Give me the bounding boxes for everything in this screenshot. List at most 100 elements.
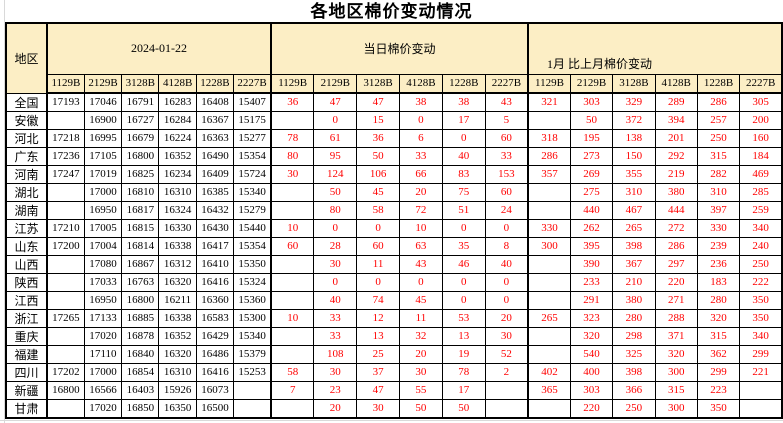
region-cell[interactable]: 河南 (5, 164, 48, 184)
price-cell[interactable]: 17236 (45, 146, 85, 166)
price-cell[interactable] (270, 272, 315, 292)
price-cell[interactable]: 61 (313, 128, 358, 148)
grade-header-4128B[interactable]: 4128B (654, 73, 698, 94)
price-cell[interactable] (527, 344, 571, 364)
grade-header-1228B[interactable]: 1228B (696, 73, 741, 94)
region-cell[interactable]: 重庆 (5, 326, 48, 346)
price-cell[interactable]: 16320 (158, 344, 197, 364)
price-cell[interactable]: 63 (399, 236, 443, 256)
price-cell[interactable]: 350 (696, 398, 741, 418)
price-cell[interactable]: 372 (612, 110, 656, 130)
price-cell[interactable]: 540 (569, 344, 614, 364)
price-cell[interactable]: 0 (399, 272, 443, 292)
price-cell[interactable]: 16073 (195, 380, 235, 400)
price-cell[interactable]: 371 (654, 326, 698, 346)
price-cell[interactable]: 184 (739, 146, 783, 166)
price-cell[interactable]: 20 (399, 344, 443, 364)
price-cell[interactable]: 17004 (83, 236, 123, 256)
price-cell[interactable]: 16367 (195, 110, 235, 130)
price-cell[interactable]: 315 (696, 146, 741, 166)
price-cell[interactable]: 50 (399, 398, 443, 418)
price-cell[interactable]: 286 (654, 236, 698, 256)
region-cell[interactable]: 湖北 (5, 182, 48, 202)
price-cell[interactable]: 275 (569, 182, 614, 202)
price-cell[interactable]: 195 (569, 128, 614, 148)
price-cell[interactable] (484, 380, 529, 400)
price-cell[interactable]: 25 (356, 344, 401, 364)
price-cell[interactable]: 43 (399, 254, 443, 274)
price-cell[interactable]: 80 (270, 146, 315, 166)
price-cell[interactable]: 17020 (83, 326, 123, 346)
price-cell[interactable] (527, 290, 571, 310)
price-cell[interactable]: 15340 (233, 326, 272, 346)
price-cell[interactable]: 15324 (233, 272, 272, 292)
price-cell[interactable]: 45 (356, 182, 401, 202)
price-cell[interactable]: 43 (484, 92, 529, 112)
price-cell[interactable]: 16727 (121, 110, 160, 130)
price-cell[interactable]: 239 (696, 236, 741, 256)
price-cell[interactable]: 298 (612, 326, 656, 346)
price-cell[interactable] (527, 272, 571, 292)
grade-header-1228B[interactable]: 1228B (441, 73, 486, 94)
price-cell[interactable]: 60 (484, 128, 529, 148)
price-cell[interactable]: 282 (696, 164, 741, 184)
price-cell[interactable]: 10 (399, 218, 443, 238)
price-cell[interactable] (270, 290, 315, 310)
price-cell[interactable]: 355 (612, 164, 656, 184)
grade-header-2129B[interactable]: 2129B (83, 73, 123, 94)
region-cell[interactable]: 山东 (5, 236, 48, 256)
price-cell[interactable]: 60 (270, 236, 315, 256)
price-cell[interactable]: 19 (441, 344, 486, 364)
price-cell[interactable]: 78 (270, 128, 315, 148)
price-cell[interactable] (233, 398, 272, 418)
price-cell[interactable]: 51 (441, 200, 486, 220)
grade-header-2129B[interactable]: 2129B (313, 73, 358, 94)
price-cell[interactable]: 6 (399, 128, 443, 148)
price-cell[interactable]: 16815 (121, 218, 160, 238)
price-cell[interactable]: 75 (441, 182, 486, 202)
price-cell[interactable]: 16854 (121, 362, 160, 382)
price-cell[interactable]: 15279 (233, 200, 272, 220)
price-cell[interactable]: 329 (612, 92, 656, 112)
price-cell[interactable] (484, 398, 529, 418)
price-cell[interactable]: 15360 (233, 290, 272, 310)
price-cell[interactable]: 16310 (158, 182, 197, 202)
price-cell[interactable]: 17080 (83, 254, 123, 274)
price-cell[interactable]: 52 (484, 344, 529, 364)
price-cell[interactable]: 305 (739, 92, 783, 112)
price-cell[interactable]: 210 (612, 272, 656, 292)
price-cell[interactable]: 16284 (158, 110, 197, 130)
price-cell[interactable]: 2 (484, 362, 529, 382)
price-cell[interactable]: 17020 (83, 398, 123, 418)
price-cell[interactable]: 380 (654, 182, 698, 202)
price-cell[interactable]: 16350 (158, 398, 197, 418)
price-cell[interactable]: 390 (569, 254, 614, 274)
price-cell[interactable]: 323 (569, 308, 614, 328)
price-cell[interactable]: 250 (696, 128, 741, 148)
price-cell[interactable]: 15354 (233, 236, 272, 256)
price-cell[interactable]: 0 (441, 290, 486, 310)
price-cell[interactable]: 398 (612, 362, 656, 382)
price-cell[interactable]: 16224 (158, 128, 197, 148)
price-cell[interactable]: 0 (356, 218, 401, 238)
price-cell[interactable]: 17133 (83, 308, 123, 328)
price-cell[interactable]: 30 (356, 398, 401, 418)
price-cell[interactable]: 467 (612, 200, 656, 220)
price-cell[interactable]: 83 (441, 164, 486, 184)
grade-header-2227B[interactable]: 2227B (233, 73, 272, 94)
price-cell[interactable]: 200 (739, 110, 783, 130)
region-cell[interactable]: 湖南 (5, 200, 48, 220)
price-cell[interactable]: 17019 (83, 164, 123, 184)
price-cell[interactable]: 24 (484, 200, 529, 220)
price-cell[interactable]: 16490 (195, 146, 235, 166)
price-cell[interactable]: 53 (441, 308, 486, 328)
price-cell[interactable]: 16385 (195, 182, 235, 202)
price-cell[interactable]: 55 (399, 380, 443, 400)
price-cell[interactable]: 0 (356, 272, 401, 292)
price-cell[interactable]: 257 (696, 110, 741, 130)
price-cell[interactable]: 16814 (121, 236, 160, 256)
section-header-monthly-change[interactable]: 1月 比上月棉价变动 (527, 22, 783, 75)
price-cell[interactable]: 291 (569, 290, 614, 310)
price-cell[interactable]: 250 (739, 254, 783, 274)
price-cell[interactable]: 201 (654, 128, 698, 148)
